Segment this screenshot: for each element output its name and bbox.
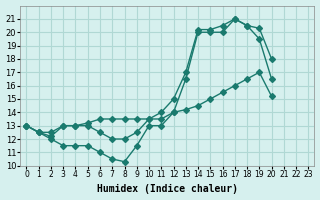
X-axis label: Humidex (Indice chaleur): Humidex (Indice chaleur) bbox=[97, 184, 238, 194]
